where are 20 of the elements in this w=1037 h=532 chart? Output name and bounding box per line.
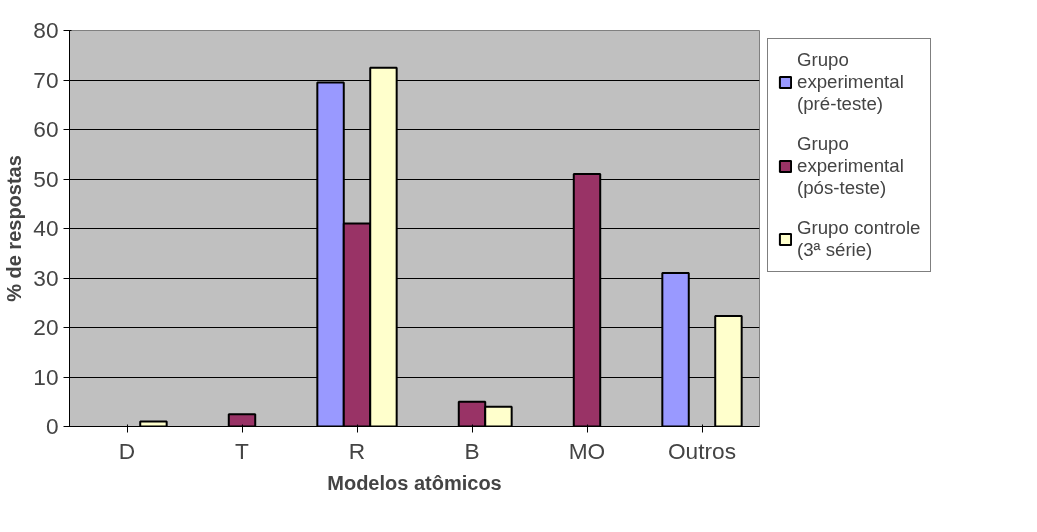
y-tick-label: 0 — [45, 413, 59, 439]
x-tick-label: Outros — [668, 437, 736, 464]
y-tick-label: 10 — [33, 363, 59, 390]
y-tick-label: 70 — [33, 66, 59, 93]
x-tick-label: MO — [568, 437, 606, 464]
legend-label: Grupo controle (3ª série) — [797, 217, 921, 261]
legend-label: Grupo experimental (pré-teste) — [797, 49, 904, 115]
y-tick-label: 50 — [33, 165, 59, 192]
x-tick-label: D — [118, 437, 136, 464]
x-tick-label: B — [464, 437, 480, 464]
y-axis-title: % de respostas — [3, 155, 26, 302]
y-tick-label: 30 — [33, 264, 59, 291]
y-tick-label: 60 — [33, 116, 59, 142]
x-axis-title: Modelos atômicos — [327, 471, 502, 494]
y-tick-label: 20 — [33, 314, 59, 340]
legend-label: Grupo experimental (pós-teste) — [797, 133, 904, 199]
x-tick-label: R — [348, 437, 366, 464]
y-tick-label: 40 — [33, 215, 59, 241]
y-tick-label: 80 — [33, 17, 59, 43]
x-tick-label: T — [235, 437, 250, 464]
